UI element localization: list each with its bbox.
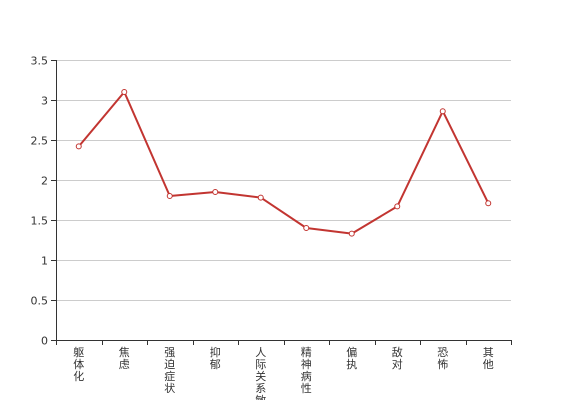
data-point	[121, 89, 128, 95]
grid-lines	[56, 60, 511, 301]
y-tick-label: 1	[41, 255, 48, 268]
x-tick-label: 抑郁	[210, 345, 221, 371]
data-point	[348, 230, 355, 237]
x-tick-label: 偏执	[346, 345, 357, 371]
y-tick-label: 1.5	[31, 215, 49, 228]
x-tick-label: 躯体化	[73, 346, 84, 383]
data-point	[485, 200, 492, 207]
y-tick-label: 2.5	[31, 135, 49, 148]
axes	[51, 60, 512, 345]
x-tick-label: 人际关系敏感	[255, 346, 266, 400]
x-tick-label: 强迫症状	[164, 346, 175, 395]
y-tick-label: 3	[41, 95, 48, 108]
x-tick-label: 精神病性	[301, 346, 312, 395]
series-line-path	[78, 91, 490, 235]
x-tick-label: 其他	[483, 346, 494, 371]
y-tick-label: 3.5	[31, 55, 49, 68]
series-line	[78, 91, 490, 235]
x-tick-label: 焦虑	[119, 346, 130, 371]
y-tick-label: 0	[41, 335, 48, 348]
y-tick-label: 2	[41, 175, 48, 188]
data-point	[257, 194, 264, 201]
y-tick-labels: 0 0.5 1 1.5 2 2.5 3 3.5	[31, 55, 49, 348]
series-points	[75, 89, 492, 237]
x-tick-label: 恐怖	[437, 346, 448, 371]
x-tick-labels: 躯体化 焦虑 强迫症状 抑郁 人际关系敏感 精神病性 偏执 敌对 恐怖 其他	[73, 345, 494, 400]
data-point	[75, 143, 82, 150]
data-point	[394, 203, 401, 210]
y-tick-label: 0.5	[31, 295, 49, 308]
data-point	[212, 189, 219, 195]
data-point	[166, 193, 173, 199]
data-point	[303, 225, 310, 231]
data-point	[439, 108, 446, 115]
x-tick-label: 敌对	[392, 345, 403, 371]
